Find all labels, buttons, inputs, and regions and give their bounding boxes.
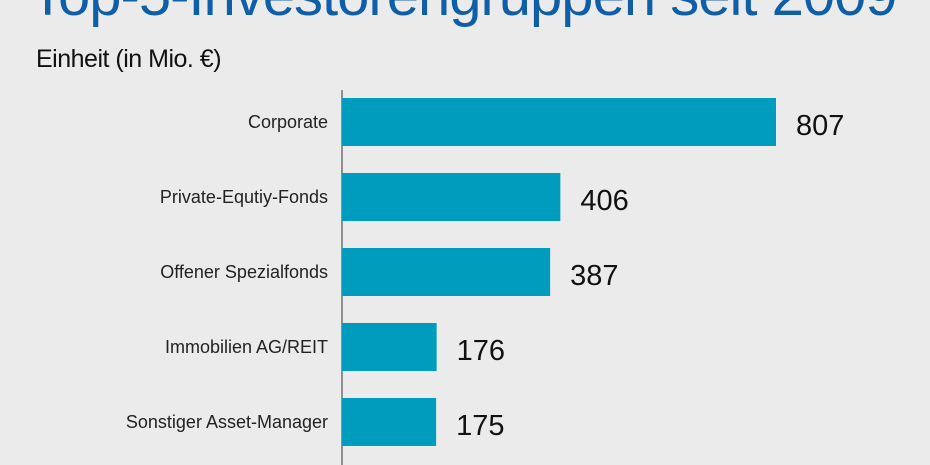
chart-title: Top-5-Investorengruppen seit 2009 (30, 0, 898, 29)
category-label: Immobilien AG/REIT (165, 337, 328, 357)
value-label: 807 (796, 110, 844, 142)
category-label: Corporate (248, 112, 328, 132)
value-label: 175 (456, 410, 504, 442)
bar (342, 98, 776, 146)
value-label: 387 (570, 260, 618, 292)
category-label: Offener Spezialfonds (160, 262, 328, 282)
value-label: 406 (580, 185, 628, 217)
category-label: Private-Equtiy-Fonds (160, 187, 328, 207)
bar (342, 248, 551, 296)
value-label: 176 (457, 335, 505, 367)
bar (342, 173, 561, 221)
bar (342, 323, 437, 371)
category-label: Sonstiger Asset-Manager (126, 412, 328, 432)
unit-label: Einheit (in Mio. €) (36, 45, 222, 73)
bar (342, 398, 437, 446)
